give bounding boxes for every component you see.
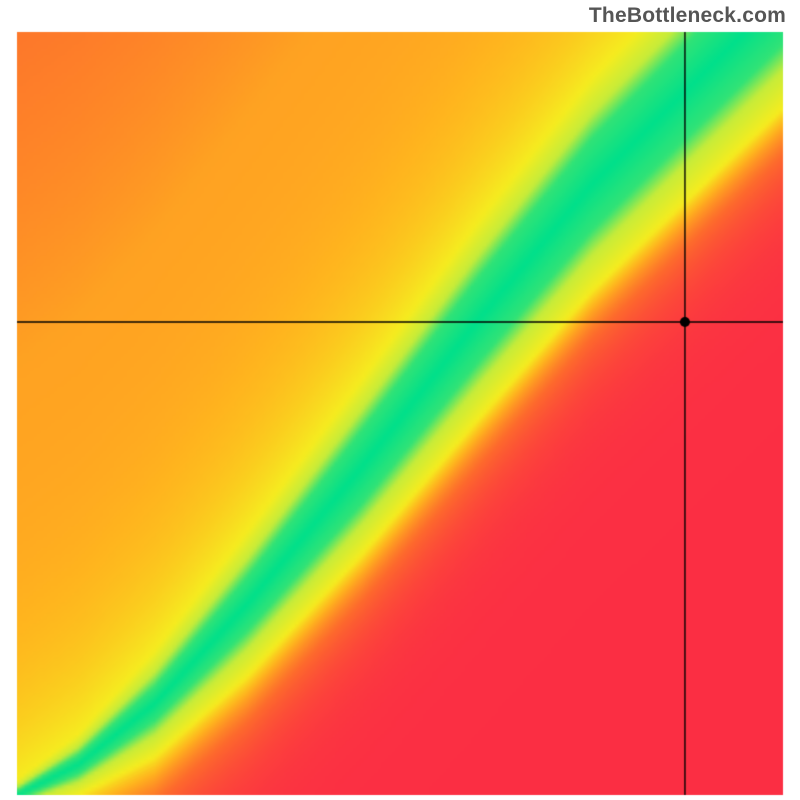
chart-container: TheBottleneck.com bbox=[0, 0, 800, 800]
watermark-text: TheBottleneck.com bbox=[589, 4, 786, 28]
bottleneck-heatmap bbox=[0, 0, 800, 800]
